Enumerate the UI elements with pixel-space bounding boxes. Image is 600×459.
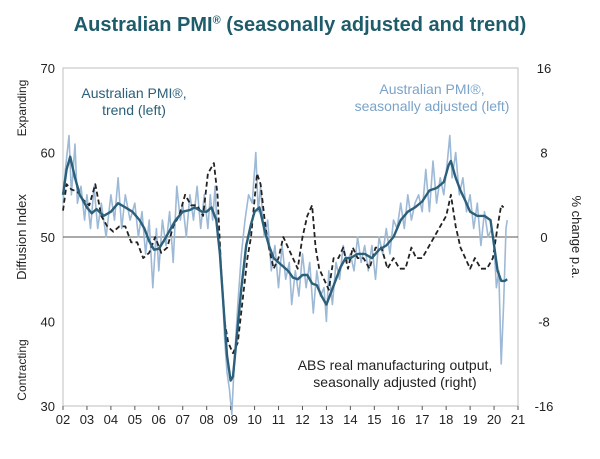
x-tick-label: 19 (463, 412, 477, 427)
x-tick-label: 16 (391, 412, 405, 427)
x-tick-label: 21 (511, 412, 525, 427)
sa-annotation-line1: Australian PMI®, (379, 81, 484, 97)
series-abs-output (62, 162, 505, 355)
left-tick-label: 40 (41, 315, 55, 330)
left-tick-label: 30 (41, 399, 55, 414)
contracting-note: Contracting (15, 339, 29, 400)
x-tick-label: 07 (176, 412, 190, 427)
x-tick-label: 04 (104, 412, 118, 427)
right-axis-label: % change p.a. (569, 195, 584, 278)
right-tick-label: 0 (540, 230, 547, 245)
abs-annotation-line2: seasonally adjusted (right) (313, 374, 476, 390)
abs-output-line (62, 162, 505, 355)
x-tick-label: 05 (128, 412, 142, 427)
series-pmi-trend (61, 155, 508, 382)
left-tick-label: 70 (41, 61, 55, 76)
x-tick-label: 09 (223, 412, 237, 427)
x-tick-label: 08 (199, 412, 213, 427)
expanding-note: Expanding (15, 80, 29, 137)
x-tick-label: 20 (487, 412, 501, 427)
x-tick-label: 15 (367, 412, 381, 427)
trend-annotation-line2: trend (left) (102, 102, 166, 118)
x-tick-label: 02 (56, 412, 70, 427)
right-axis-ticks: -16 -8 0 8 16 (535, 61, 554, 414)
chart-title-main: Australian PMI (73, 14, 213, 36)
left-tick-label: 50 (41, 230, 55, 245)
abs-annotation-line1: ABS real manufacturing output, (298, 357, 493, 373)
chart-title: Australian PMI® (seasonally adjusted and… (0, 14, 600, 37)
series-pmi-seasonally-adjusted (62, 134, 508, 416)
right-tick-label: 8 (540, 146, 547, 161)
x-tick-label: 03 (80, 412, 94, 427)
x-tick-label: 14 (343, 412, 357, 427)
x-tick-label: 18 (439, 412, 453, 427)
right-tick-label: -8 (538, 315, 550, 330)
right-tick-label: 16 (537, 61, 551, 76)
left-tick-label: 60 (41, 146, 55, 161)
x-tick-label: 17 (415, 412, 429, 427)
pmi-trend-line (61, 155, 508, 382)
pmi-seasonally-adjusted-line (62, 134, 508, 416)
x-tick-label: 13 (319, 412, 333, 427)
chart-title-mark: ® (212, 14, 221, 27)
x-tick-label: 10 (247, 412, 261, 427)
x-tick-label: 06 (152, 412, 166, 427)
left-axis-label: Diffusion Index (14, 194, 29, 280)
right-tick-label: -16 (535, 399, 554, 414)
x-axis-ticks: 02 03 04 05 06 07 08 09 10 11 12 13 14 15 16 17 18 19 20 21 (56, 406, 525, 427)
trend-annotation-line1: Australian PMI®, (81, 85, 186, 101)
chart-title-suffix: (seasonally adjusted and trend) (220, 14, 527, 36)
sa-annotation-line2: seasonally adjusted (left) (355, 98, 510, 114)
x-tick-label: 12 (295, 412, 309, 427)
x-tick-label: 11 (272, 412, 286, 427)
left-axis-ticks: 30 40 50 60 70 (41, 61, 55, 414)
